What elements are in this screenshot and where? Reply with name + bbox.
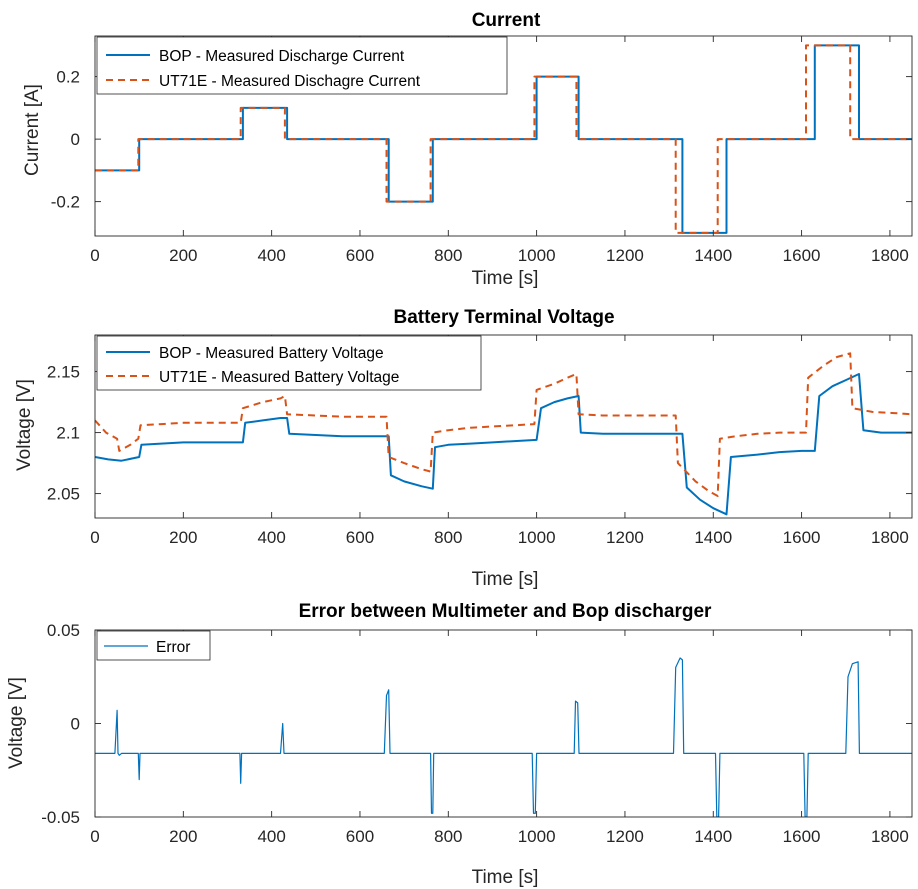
- current-xtick-label: 1800: [871, 246, 909, 265]
- error-series-error-line: [95, 657, 912, 817]
- current-xtick-label: 1600: [783, 246, 821, 265]
- voltage-xtick-label: 400: [257, 528, 285, 547]
- error-legend: Error: [96, 630, 211, 661]
- error-ytick-label: 0: [71, 715, 80, 734]
- current-xtick-label: 1200: [606, 246, 644, 265]
- current-xtick-label: 800: [434, 246, 462, 265]
- voltage-xtick-label: 800: [434, 528, 462, 547]
- current-xtick-label: 1400: [694, 246, 732, 265]
- current-series-bop-line: [95, 44, 912, 234]
- error-xtick-label: 1000: [518, 827, 556, 846]
- current-xtick-label: 0: [90, 246, 99, 265]
- current-axes-frame: [94, 35, 913, 237]
- voltage-xtick-label: 200: [169, 528, 197, 547]
- voltage-series-ut71e-line: [95, 352, 912, 497]
- voltage-ytick-label: 2.1: [56, 424, 80, 443]
- current-legend-box: [96, 36, 508, 95]
- voltage-xtick-label: 1400: [694, 528, 732, 547]
- voltage-xtick-label: 600: [346, 528, 374, 547]
- legend-label-bop-current: BOP - Measured Discharge Current: [159, 48, 405, 65]
- voltage-panel: Battery Terminal Voltage 0 200 400 600 800 10…: [14, 307, 913, 590]
- error-xtick-label: 600: [346, 827, 374, 846]
- current-ytick-label: 0: [71, 130, 80, 149]
- error-xtick-label: 0: [90, 827, 99, 846]
- voltage-ytick-label: 2.15: [47, 363, 80, 382]
- error-plot-area: 0 200 400 600 800 1000 1200 1400 1600 1800 -0.05 0 0…: [41, 621, 913, 846]
- voltage-ylabel: Voltage [V]: [14, 379, 35, 471]
- current-title: Current: [472, 10, 541, 31]
- voltage-ytick-label: 2.05: [47, 485, 80, 504]
- current-legend: BOP - Measured Discharge Current UT71E -…: [96, 36, 508, 95]
- current-series-ut71e-line: [95, 44, 912, 234]
- error-xtick-label: 1400: [694, 827, 732, 846]
- voltage-xlabel: Time [s]: [472, 569, 539, 590]
- voltage-xtick-label: 1600: [783, 528, 821, 547]
- error-ylabel: Voltage [V]: [6, 677, 27, 769]
- legend-label-error: Error: [156, 639, 190, 656]
- error-xtick-label: 800: [434, 827, 462, 846]
- error-ytick-label: 0.05: [47, 621, 80, 640]
- current-xtick-label: 200: [169, 246, 197, 265]
- current-ylabel: Current [A]: [22, 84, 43, 176]
- voltage-title: Battery Terminal Voltage: [393, 307, 614, 328]
- voltage-xtick-label: 1200: [606, 528, 644, 547]
- current-panel: Current 0 200 400 600 800 1000 1200 1400 1600 180…: [22, 10, 913, 289]
- error-xtick-label: 400: [257, 827, 285, 846]
- legend-label-ut71e-voltage: UT71E - Measured Battery Voltage: [159, 369, 399, 386]
- voltage-series-bop-line: [95, 373, 912, 516]
- error-ytick-label: -0.05: [41, 808, 80, 827]
- legend-label-ut71e-current: UT71E - Measured Dischagre Current: [159, 73, 421, 90]
- current-xlabel: Time [s]: [472, 268, 539, 289]
- error-xtick-label: 1200: [606, 827, 644, 846]
- voltage-xtick-label: 1000: [518, 528, 556, 547]
- current-xtick-label: 1000: [518, 246, 556, 265]
- error-xtick-label: 1600: [783, 827, 821, 846]
- voltage-legend-box: [96, 335, 482, 391]
- error-axes-frame: [94, 629, 913, 818]
- current-ytick-label: -0.2: [51, 193, 80, 212]
- voltage-axes-frame: [94, 334, 913, 519]
- voltage-xtick-label: 0: [90, 528, 99, 547]
- error-title: Error between Multimeter and Bop dischar…: [299, 601, 712, 622]
- error-panel: Error between Multimeter and Bop dischar…: [6, 601, 913, 888]
- current-xtick-label: 400: [257, 246, 285, 265]
- error-xlabel: Time [s]: [472, 867, 539, 888]
- error-xtick-label: 1800: [871, 827, 909, 846]
- legend-label-bop-voltage: BOP - Measured Battery Voltage: [159, 345, 384, 362]
- voltage-legend: BOP - Measured Battery Voltage UT71E - M…: [96, 335, 482, 391]
- error-xtick-label: 200: [169, 827, 197, 846]
- voltage-plot-area: 0 200 400 600 800 1000 1200 1400 1600 1800 2.05 2.1…: [47, 334, 913, 547]
- voltage-xtick-label: 1800: [871, 528, 909, 547]
- current-ytick-label: 0.2: [56, 68, 80, 87]
- current-plot-area: 0 200 400 600 800 1000 1200 1400 1600 1800 -0.2 0 0.…: [51, 35, 913, 265]
- current-xtick-label: 600: [346, 246, 374, 265]
